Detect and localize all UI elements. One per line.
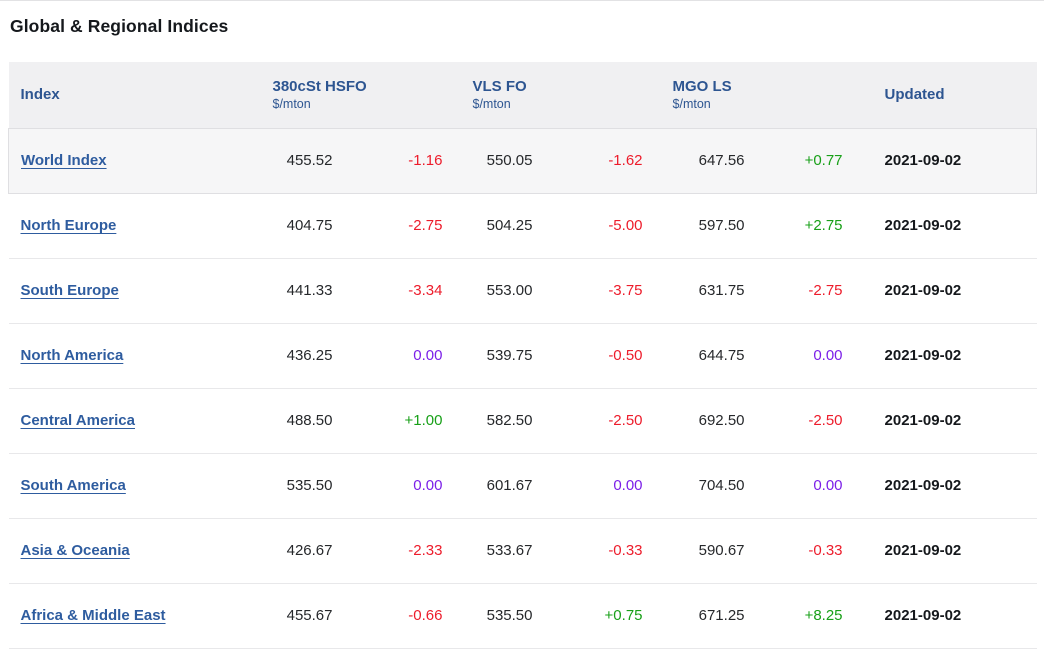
column-header-updated: Updated: [884, 86, 945, 104]
fuel-name-hsfo: 380cSt HSFO: [272, 78, 367, 96]
hsfo-change: 0.00: [413, 347, 443, 364]
column-header-hsfo: 380cSt HSFO $/mton: [251, 62, 451, 128]
fuel-name-mgo: MGO LS: [672, 78, 732, 96]
region-link-africa-middle-east[interactable]: Africa & Middle East: [20, 607, 166, 624]
indices-widget: Global & Regional Indices Index 380cSt H…: [8, 1, 1038, 649]
vlsfo-price: 582.50: [486, 412, 533, 429]
mgo-change: 0.00: [813, 347, 843, 364]
column-header-index: Index: [20, 86, 60, 104]
mgo-price: 704.50: [698, 477, 745, 494]
fuel-unit-mgo: $/mton: [672, 97, 711, 112]
mgo-price: 692.50: [698, 412, 745, 429]
updated-date: 2021-09-02: [884, 607, 962, 624]
region-link-central-america[interactable]: Central America: [20, 412, 136, 429]
vlsfo-change: -0.50: [608, 347, 643, 364]
mgo-change: -2.50: [808, 412, 843, 429]
region-link-asia-oceania[interactable]: Asia & Oceania: [20, 542, 130, 559]
vlsfo-change: -0.33: [608, 542, 643, 559]
updated-date: 2021-09-02: [884, 477, 962, 494]
updated-date: 2021-09-02: [884, 282, 962, 299]
hsfo-change: -0.66: [408, 607, 443, 624]
vlsfo-price: 504.25: [486, 217, 533, 234]
hsfo-price: 455.52: [286, 152, 333, 169]
updated-date: 2021-09-02: [884, 412, 962, 429]
table-row-asia-oceania: Asia & Oceania 426.67 -2.33 533.67 -0.33…: [8, 518, 1037, 583]
region-link-world-index[interactable]: World Index: [21, 152, 107, 169]
table-row-africa-middle-east: Africa & Middle East 455.67 -0.66 535.50…: [8, 583, 1037, 648]
mgo-price: 671.25: [698, 607, 745, 624]
fuel-name-vlsfo: VLS FO: [472, 78, 527, 96]
mgo-change: +8.25: [804, 607, 843, 624]
vlsfo-price: 601.67: [486, 477, 533, 494]
vlsfo-price: 533.67: [486, 542, 533, 559]
table-row-north-america: North America 436.25 0.00 539.75 -0.50 6…: [8, 323, 1037, 388]
hsfo-price: 436.25: [286, 347, 333, 364]
table-row-central-america: Central America 488.50 +1.00 582.50 -2.5…: [8, 388, 1037, 453]
hsfo-change: 0.00: [413, 477, 443, 494]
table-row-south-europe: South Europe 441.33 -3.34 553.00 -3.75 6…: [8, 258, 1037, 323]
hsfo-price: 441.33: [286, 282, 333, 299]
fuel-unit-hsfo: $/mton: [272, 97, 311, 112]
hsfo-price: 535.50: [286, 477, 333, 494]
hsfo-price: 426.67: [286, 542, 333, 559]
hsfo-change: -3.34: [408, 282, 443, 299]
hsfo-price: 404.75: [286, 217, 333, 234]
table-row-north-europe: North Europe 404.75 -2.75 504.25 -5.00 5…: [8, 193, 1037, 258]
mgo-price: 590.67: [698, 542, 745, 559]
vlsfo-change: -5.00: [608, 217, 643, 234]
vlsfo-price: 539.75: [486, 347, 533, 364]
vlsfo-change: 0.00: [613, 477, 643, 494]
hsfo-change: -2.75: [408, 217, 443, 234]
table-header-row: Index 380cSt HSFO $/mton VLS FO $/mton M…: [8, 62, 1037, 128]
vlsfo-change: +0.75: [604, 607, 643, 624]
vlsfo-change: -1.62: [608, 152, 643, 169]
mgo-change: -0.33: [808, 542, 843, 559]
hsfo-price: 488.50: [286, 412, 333, 429]
mgo-price: 597.50: [698, 217, 745, 234]
region-link-north-america[interactable]: North America: [20, 347, 124, 364]
fuel-unit-vlsfo: $/mton: [472, 97, 511, 112]
mgo-change: +2.75: [804, 217, 843, 234]
table-row-south-america: South America 535.50 0.00 601.67 0.00 70…: [8, 453, 1037, 518]
vlsfo-price: 550.05: [486, 152, 533, 169]
vlsfo-price: 535.50: [486, 607, 533, 624]
mgo-price: 631.75: [698, 282, 745, 299]
hsfo-price: 455.67: [286, 607, 333, 624]
indices-table: Index 380cSt HSFO $/mton VLS FO $/mton M…: [8, 62, 1038, 649]
mgo-change: -2.75: [808, 282, 843, 299]
vlsfo-price: 553.00: [486, 282, 533, 299]
table-row-world-index: World Index 455.52 -1.16 550.05 -1.62 64…: [8, 128, 1038, 193]
updated-date: 2021-09-02: [884, 217, 962, 234]
mgo-price: 647.56: [698, 152, 745, 169]
mgo-price: 644.75: [698, 347, 745, 364]
mgo-change: +0.77: [804, 152, 843, 169]
page-title: Global & Regional Indices: [10, 16, 229, 36]
region-link-south-america[interactable]: South America: [20, 477, 126, 494]
hsfo-change: +1.00: [404, 412, 443, 429]
region-link-south-europe[interactable]: South Europe: [20, 282, 119, 299]
updated-date: 2021-09-02: [884, 347, 962, 364]
updated-date: 2021-09-02: [850, 128, 1038, 193]
column-header-vlsfo: VLS FO $/mton: [451, 62, 651, 128]
vlsfo-change: -3.75: [608, 282, 643, 299]
updated-date: 2021-09-02: [884, 542, 962, 559]
mgo-change: 0.00: [813, 477, 843, 494]
region-link-north-europe[interactable]: North Europe: [20, 217, 117, 234]
hsfo-change: -1.16: [408, 152, 443, 169]
vlsfo-change: -2.50: [608, 412, 643, 429]
hsfo-change: -2.33: [408, 542, 443, 559]
column-header-mgo: MGO LS $/mton: [651, 62, 851, 128]
